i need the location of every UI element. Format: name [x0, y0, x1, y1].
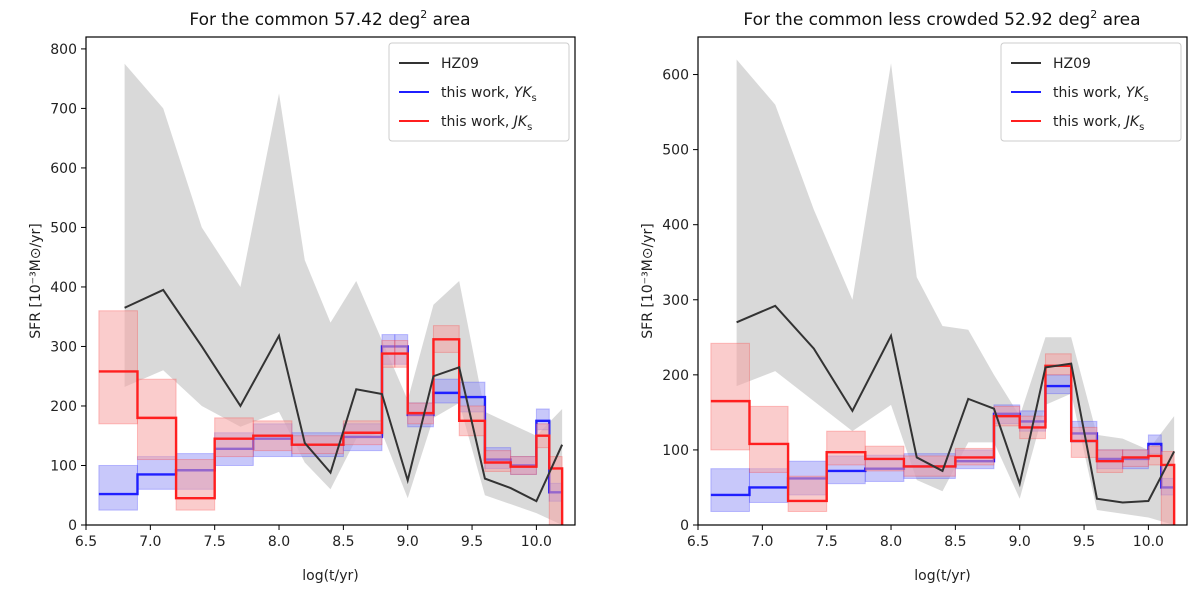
yk-band-bin — [1044, 374, 1072, 395]
jk-band-bin — [710, 342, 750, 451]
chart-title: For the common less crowded 52.92 deg2 a… — [743, 8, 1140, 30]
jk-band-bin — [787, 475, 828, 512]
y-tick-label: 800 — [50, 42, 77, 58]
y-tick-label: 700 — [50, 101, 77, 117]
y-tick-label: 300 — [662, 293, 689, 309]
chart-title-end: area — [1097, 10, 1140, 30]
y-tick-label: 400 — [50, 280, 77, 296]
legend-label-yk: this work, YKs — [441, 85, 537, 104]
x-tick-label: 9.5 — [1073, 534, 1095, 550]
x-tick-label: 7.0 — [139, 534, 161, 550]
x-tick-label: 8.0 — [880, 534, 902, 550]
legend-label-italic: JK — [1123, 114, 1141, 130]
jk-band-bin — [826, 430, 866, 466]
y-axis-label: SFR [10⁻³M⊙/yr] — [28, 223, 44, 338]
axes-frame — [85, 36, 576, 526]
x-tick-label: 9.0 — [397, 534, 419, 550]
legend-box — [1000, 42, 1182, 142]
yk-band-bin — [432, 378, 460, 404]
legend-label-yk: this work, YKs — [1053, 85, 1149, 104]
legend-label-hz09: HZ09 — [441, 56, 479, 72]
jk-band-bin — [484, 450, 512, 472]
chart-panel-2: 6.5 7.0 7.5 8.0 8.5 9.0 9.5 10.0 0 100 200 300 400 50… — [640, 8, 1188, 584]
jk-line — [710, 364, 1176, 525]
y-tick-label: 0 — [680, 518, 689, 534]
y-tick-label: 500 — [50, 220, 77, 236]
chart-title-end: area — [427, 10, 470, 30]
y-tick-label: 200 — [662, 368, 689, 384]
x-tick-label: 6.5 — [687, 534, 709, 550]
plot-area — [98, 63, 564, 525]
y-tick-label: 0 — [68, 518, 77, 534]
chart-title-sup: 2 — [420, 8, 427, 21]
legend-label-text: this work, — [441, 114, 514, 130]
x-tick-label: 7.0 — [751, 534, 773, 550]
legend-label-text: HZ09 — [441, 56, 479, 72]
hz09-band — [124, 63, 563, 525]
legend-label-jk: this work, JKs — [441, 114, 532, 133]
y-tick-label: 600 — [662, 68, 689, 84]
y-tick-label: 500 — [662, 143, 689, 159]
x-tick-label: 7.5 — [204, 534, 226, 550]
x-tick-label: 8.5 — [944, 534, 966, 550]
x-tick-label: 7.5 — [816, 534, 838, 550]
hz09-band — [736, 59, 1175, 525]
legend-box — [388, 42, 570, 142]
chart-title-sup: 2 — [1090, 8, 1097, 21]
yk-band-bin — [748, 468, 789, 503]
legend-label-italic: JK — [511, 114, 529, 130]
chart-title-main: For the common less crowded 52.92 deg — [743, 10, 1090, 30]
axes-frame — [697, 36, 1188, 526]
y-tick-label: 100 — [50, 458, 77, 474]
x-axis-label: log(t/yr) — [914, 568, 971, 584]
jk-band-bin — [748, 405, 789, 473]
legend-label-sub: s — [1144, 93, 1149, 104]
jk-band-bin — [98, 310, 138, 425]
chart-panel-1: 6.5 7.0 7.5 8.0 8.5 9.0 9.5 10.0 0 100 200 300 400 50… — [28, 8, 576, 584]
x-axis-label: log(t/yr) — [302, 568, 359, 584]
yk-band-bin — [98, 464, 138, 511]
x-tick-label: 6.5 — [75, 534, 97, 550]
chart-title: For the common 57.42 deg2 area — [189, 8, 470, 30]
chart-title-main: For the common 57.42 deg — [189, 10, 420, 30]
legend-label-text: this work, — [441, 85, 514, 101]
legend-label-italic: YK — [514, 85, 534, 101]
jk-band-bin — [136, 378, 177, 461]
legend-label-jk: this work, JKs — [1053, 114, 1144, 133]
x-tick-label: 10.0 — [1133, 534, 1164, 550]
jk-band-bin — [175, 459, 216, 511]
x-tick-label: 9.5 — [461, 534, 483, 550]
legend-label-text: HZ09 — [1053, 56, 1091, 72]
legend-label-sub: s — [527, 122, 532, 133]
yk-band-bin — [136, 456, 177, 490]
y-tick-label: 600 — [50, 161, 77, 177]
legend-label-hz09: HZ09 — [1053, 56, 1091, 72]
jk-line — [98, 338, 564, 525]
jk-band-bin — [214, 417, 254, 458]
x-tick-label: 8.5 — [332, 534, 354, 550]
legend-label-sub: s — [1139, 122, 1144, 133]
x-tick-label: 9.0 — [1009, 534, 1031, 550]
legend-label-text: this work, — [1053, 85, 1126, 101]
y-axis-label: SFR [10⁻³M⊙/yr] — [640, 223, 656, 338]
hz09-line — [124, 288, 564, 503]
x-tick-label: 10.0 — [521, 534, 552, 550]
y-tick-label: 300 — [50, 339, 77, 355]
plot-area — [710, 59, 1176, 525]
y-tick-label: 100 — [662, 443, 689, 459]
yk-band-bin — [710, 468, 750, 512]
legend-label-sub: s — [532, 93, 537, 104]
y-tick-label: 200 — [50, 399, 77, 415]
y-tick-label: 400 — [662, 218, 689, 234]
legend-label-italic: YK — [1126, 85, 1146, 101]
x-tick-label: 8.0 — [268, 534, 290, 550]
hz09-line — [736, 304, 1176, 504]
legend-label-text: this work, — [1053, 114, 1126, 130]
